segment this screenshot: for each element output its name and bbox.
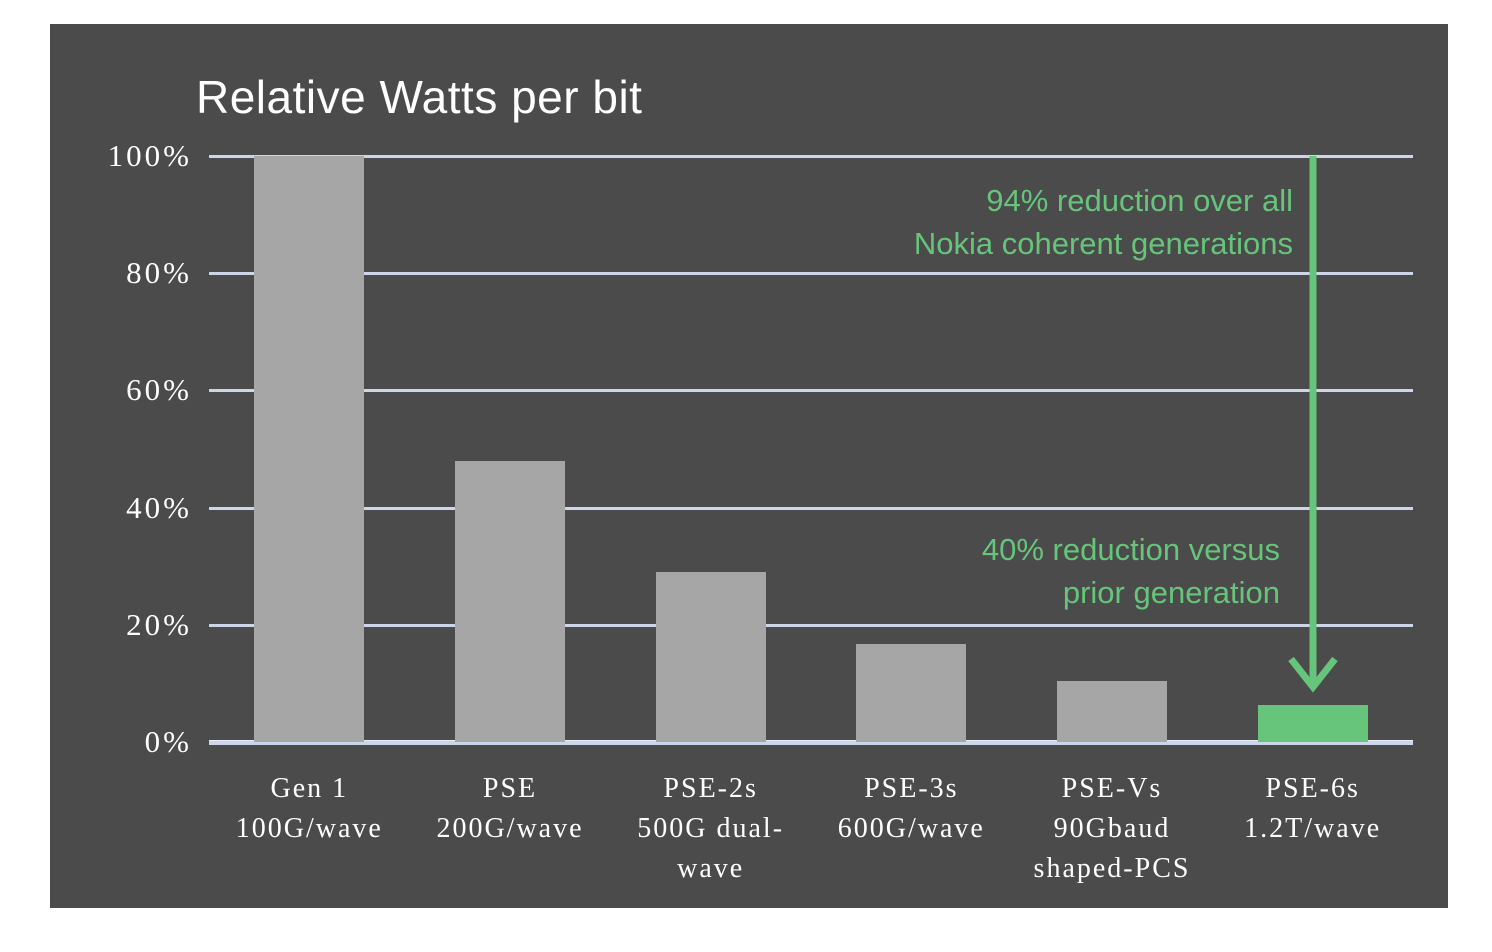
chart-title: Relative Watts per bit xyxy=(196,71,643,123)
xtick-label-pse-3s: PSE-3s 600G/wave xyxy=(837,773,985,844)
slide-background: Relative Watts per bit 94% reduction ove… xyxy=(50,24,1448,908)
bar-pse-vs xyxy=(1057,681,1167,742)
ytick-label-40: 40% xyxy=(126,489,192,525)
gridline-20 xyxy=(209,623,1413,627)
down-arrow-head xyxy=(1288,656,1338,693)
bar-gen-1 xyxy=(254,156,365,742)
gridline-0 xyxy=(209,740,1413,745)
xtick-label-pse-6s: PSE-6s 1.2T/wave xyxy=(1244,773,1382,844)
ytick-label-80: 80% xyxy=(126,255,192,291)
ytick-label-100: 100% xyxy=(107,138,192,173)
bar-pse xyxy=(455,460,565,742)
ytick-label-60: 60% xyxy=(126,372,192,408)
down-arrow-icon xyxy=(1288,156,1338,693)
ytick-label-0: 0% xyxy=(144,724,192,759)
plot-area xyxy=(209,155,1413,745)
bar-pse-6s xyxy=(1257,705,1368,742)
bar-pse-3s xyxy=(856,644,967,742)
xtick-label-pse-vs: PSE-Vs 90Gbaud shaped-PCS xyxy=(1033,773,1191,884)
gridline-100 xyxy=(209,155,1413,158)
xtick-label-pse-2s: PSE-2s 500G dual-wave xyxy=(637,773,785,884)
annotation-40-percent-reduction: 40% reduction versus prior generation xyxy=(981,532,1280,610)
bar-pse-2s xyxy=(655,572,766,742)
gridline-40 xyxy=(209,506,1413,510)
xtick-label-pse: PSE 200G/wave xyxy=(436,773,584,844)
gridline-60 xyxy=(209,389,1413,393)
ytick-label-20: 20% xyxy=(126,606,192,642)
annotation-94-percent-reduction: 94% reduction over all Nokia coherent gen… xyxy=(913,183,1293,261)
gridline-80 xyxy=(209,272,1413,276)
xtick-label-gen-1: Gen 1 100G/wave xyxy=(235,773,383,844)
